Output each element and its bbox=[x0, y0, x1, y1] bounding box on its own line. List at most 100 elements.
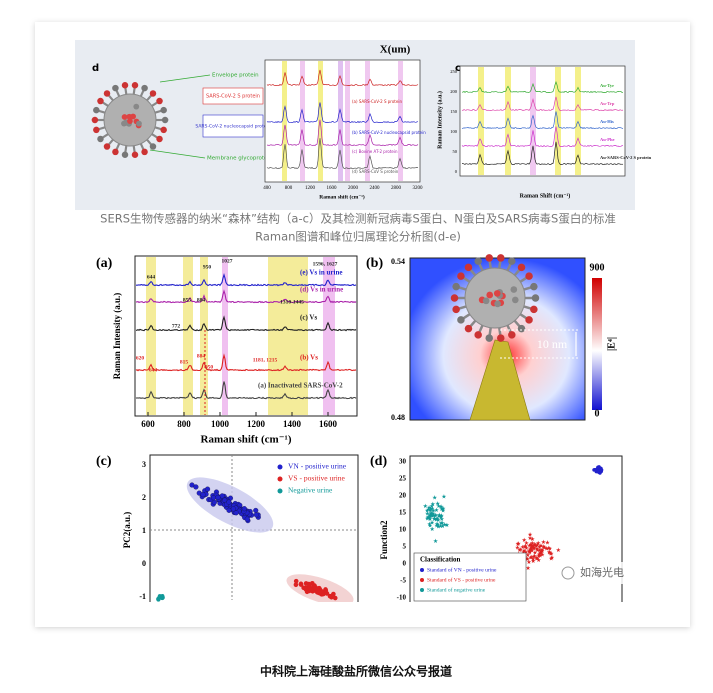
point: ★ bbox=[527, 549, 532, 556]
trace-label: (e) Vs in urine bbox=[300, 269, 342, 277]
point: ★ bbox=[529, 554, 534, 561]
point: ★ bbox=[423, 503, 428, 510]
spike-head bbox=[457, 316, 465, 324]
y-tick-label: 0 bbox=[403, 560, 407, 568]
point: ★ bbox=[525, 565, 530, 572]
peak-label: 950 bbox=[203, 264, 212, 270]
point bbox=[219, 493, 225, 499]
band bbox=[555, 67, 561, 175]
point: ★ bbox=[439, 516, 444, 523]
label: Membrane glycoprotein bbox=[207, 156, 273, 162]
surface bbox=[510, 286, 518, 293]
point: ★ bbox=[525, 552, 530, 559]
y-tick-label: 100 bbox=[450, 129, 458, 134]
point: ★ bbox=[439, 512, 444, 519]
point: ★ bbox=[429, 520, 434, 527]
point: ★ bbox=[536, 553, 541, 560]
point: ★ bbox=[545, 539, 550, 546]
point: ★ bbox=[547, 546, 552, 553]
legend-title: Classification bbox=[420, 556, 461, 564]
point: ★ bbox=[530, 542, 535, 549]
point bbox=[253, 512, 259, 518]
point bbox=[200, 492, 206, 498]
panel-label: (b) bbox=[366, 256, 383, 271]
colorbar bbox=[592, 278, 602, 410]
plot-area bbox=[134, 255, 358, 417]
point: ★ bbox=[529, 540, 534, 547]
y-tick-label: 250 bbox=[450, 69, 458, 74]
point: ★ bbox=[432, 512, 437, 519]
point bbox=[321, 591, 326, 597]
annotation: 10 nm bbox=[537, 337, 568, 351]
point bbox=[233, 510, 239, 516]
point: ★ bbox=[524, 540, 529, 547]
point: ★ bbox=[530, 544, 535, 551]
point: ★ bbox=[429, 510, 434, 517]
point: ★ bbox=[534, 545, 539, 552]
point: ★ bbox=[529, 547, 534, 554]
spike-head bbox=[141, 148, 148, 156]
spike-head bbox=[485, 334, 493, 342]
axis-tick-label: 0.54 bbox=[391, 257, 405, 266]
point: ★ bbox=[441, 493, 446, 500]
y-tick-label: 2 bbox=[142, 493, 146, 502]
spike-head bbox=[452, 305, 460, 314]
virus-body bbox=[464, 267, 526, 329]
point: ★ bbox=[439, 506, 444, 513]
top-axis: X(um) bbox=[380, 44, 411, 56]
point: ★ bbox=[427, 515, 432, 522]
peak-label: 884 bbox=[197, 353, 206, 359]
y-axis-label: PC2(a.u.) bbox=[122, 512, 132, 549]
y-tick-label: 20 bbox=[399, 492, 407, 500]
point: ★ bbox=[440, 505, 445, 512]
point: ★ bbox=[524, 555, 529, 562]
x-tick-label: 2000 bbox=[348, 186, 359, 191]
point bbox=[293, 578, 299, 584]
point: ★ bbox=[436, 513, 441, 520]
point bbox=[332, 595, 338, 601]
surface bbox=[482, 297, 490, 305]
spike-head bbox=[160, 106, 167, 114]
y-axis-label: Raman Intensity (a.u.) bbox=[112, 293, 122, 380]
spike-head bbox=[464, 324, 473, 333]
panel-label: (a) bbox=[96, 256, 113, 271]
trace-label: Au-Phe bbox=[600, 137, 615, 142]
point: ★ bbox=[527, 531, 532, 538]
spike-head bbox=[103, 90, 111, 97]
point: ★ bbox=[537, 547, 542, 554]
legend-entry: Standard of negative urine bbox=[427, 586, 486, 593]
point: ★ bbox=[434, 521, 439, 528]
point: ★ bbox=[425, 514, 430, 521]
y-tick-label: 5 bbox=[403, 543, 407, 551]
legend bbox=[413, 552, 527, 602]
y-tick-label: 3 bbox=[142, 460, 146, 469]
point: ★ bbox=[548, 555, 553, 562]
label: SARS-CoV-2 S protein bbox=[206, 94, 260, 100]
spike-head bbox=[474, 331, 482, 339]
legend-entry: Standard of VS - positive urine bbox=[427, 576, 496, 583]
y-axis-label: Function2 bbox=[379, 520, 389, 560]
point: ★ bbox=[542, 545, 547, 552]
trace bbox=[461, 96, 624, 112]
point: ★ bbox=[518, 546, 523, 553]
point: ★ bbox=[526, 548, 531, 555]
point: ★ bbox=[431, 507, 436, 514]
point: ★ bbox=[549, 555, 554, 562]
point: ★ bbox=[527, 535, 532, 542]
point: ★ bbox=[438, 520, 443, 527]
spike-head bbox=[530, 305, 538, 314]
trace-label: Au-Tyr bbox=[600, 83, 614, 88]
trace-label: Au-Trp bbox=[600, 101, 615, 106]
point: ★ bbox=[438, 523, 443, 530]
y-tick-label: -5 bbox=[400, 577, 406, 585]
band bbox=[183, 257, 193, 415]
point: ★ bbox=[530, 543, 535, 550]
x-tick-label: 2800 bbox=[391, 186, 402, 191]
point: ★ bbox=[516, 541, 521, 548]
panel-label: (d) bbox=[370, 454, 387, 469]
x-tick-label: 1400 bbox=[283, 419, 302, 429]
band bbox=[398, 61, 403, 181]
spike-head bbox=[525, 316, 533, 324]
point: ★ bbox=[535, 540, 540, 547]
trace bbox=[267, 119, 419, 147]
